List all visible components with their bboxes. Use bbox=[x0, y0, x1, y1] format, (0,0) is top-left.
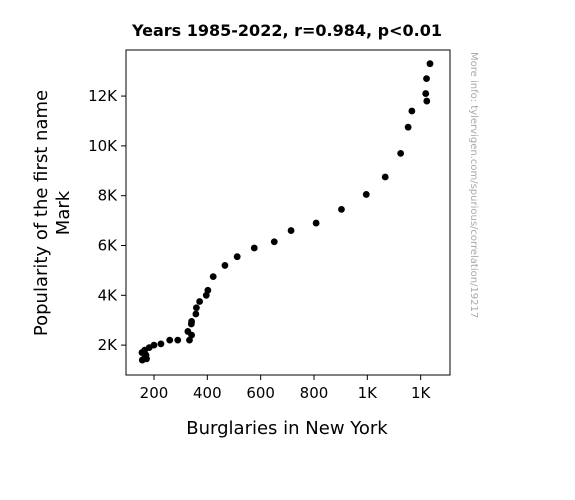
data-point bbox=[209, 273, 217, 281]
data-point bbox=[423, 75, 430, 83]
chart-title: Years 1985-2022, r=0.984, p<0.01 bbox=[131, 21, 442, 40]
y-tick-label: 4K bbox=[98, 286, 119, 304]
y-axis: 2K 4K 6K 8K 10K 12K bbox=[88, 87, 126, 354]
data-point bbox=[196, 298, 204, 305]
source-watermark: More info: tylervigen.com/spurious/corre… bbox=[468, 52, 479, 318]
y-tick-label: 6K bbox=[98, 236, 119, 254]
x-tick-label: 600 bbox=[246, 384, 275, 402]
x-tick-label: 1K bbox=[411, 384, 432, 402]
x-tick-label: 200 bbox=[140, 384, 169, 402]
data-point bbox=[404, 123, 412, 131]
data-point bbox=[408, 107, 416, 115]
y-axis-label-line-1: Popularity of the first name bbox=[31, 90, 52, 336]
y-tick-label: 12K bbox=[88, 87, 118, 105]
y-axis-label-line-2: Mark bbox=[53, 190, 74, 235]
data-point bbox=[338, 205, 345, 213]
x-axis: 200 400 600 800 1K 1K bbox=[140, 375, 432, 402]
data-point bbox=[166, 336, 174, 344]
x-tick-label: 400 bbox=[193, 384, 222, 402]
data-point bbox=[287, 227, 295, 234]
data-point bbox=[397, 149, 405, 157]
y-tick-label: 10K bbox=[88, 137, 118, 155]
data-point bbox=[381, 173, 389, 181]
x-axis-label: Burglaries in New York bbox=[186, 418, 388, 439]
data-point bbox=[423, 97, 431, 105]
data-point bbox=[250, 244, 258, 252]
data-point bbox=[193, 304, 200, 312]
data-point bbox=[187, 320, 195, 328]
data-point bbox=[186, 336, 193, 344]
data-point bbox=[362, 191, 370, 198]
y-axis-label: Popularity of the first name Mark bbox=[31, 90, 74, 336]
data-point bbox=[422, 90, 430, 97]
data-point bbox=[426, 60, 434, 68]
data-point bbox=[233, 253, 241, 261]
data-point bbox=[312, 219, 320, 227]
data-point bbox=[192, 310, 200, 318]
plot-area bbox=[125, 49, 451, 376]
data-point bbox=[138, 356, 146, 364]
x-tick-label: 1K bbox=[358, 384, 379, 402]
data-point bbox=[174, 336, 182, 344]
data-point bbox=[221, 262, 229, 269]
y-tick-label: 8K bbox=[98, 187, 119, 205]
data-points bbox=[138, 60, 434, 364]
data-point bbox=[270, 238, 278, 246]
data-point bbox=[202, 291, 210, 299]
x-tick-label: 800 bbox=[300, 384, 329, 402]
y-tick-label: 2K bbox=[98, 336, 119, 354]
data-point bbox=[157, 340, 165, 348]
